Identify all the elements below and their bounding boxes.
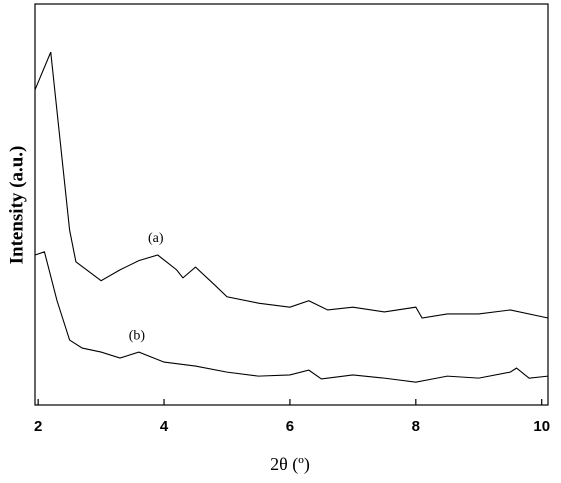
series-label: (a): [148, 231, 164, 246]
x-tick-label: 10: [533, 418, 550, 435]
series-line: [34, 51, 549, 319]
y-axis-label: Intensity (a.u.): [6, 146, 27, 265]
series-label: (b): [129, 328, 146, 343]
x-axis-label: 2θ (º): [270, 454, 310, 475]
x-tick-label: 4: [160, 418, 169, 435]
x-tick-label: 2: [34, 418, 42, 435]
plot-frame: [34, 3, 549, 406]
x-tick-label: 8: [412, 418, 420, 435]
series-line: [34, 251, 549, 383]
x-tick-label: 6: [286, 418, 294, 435]
